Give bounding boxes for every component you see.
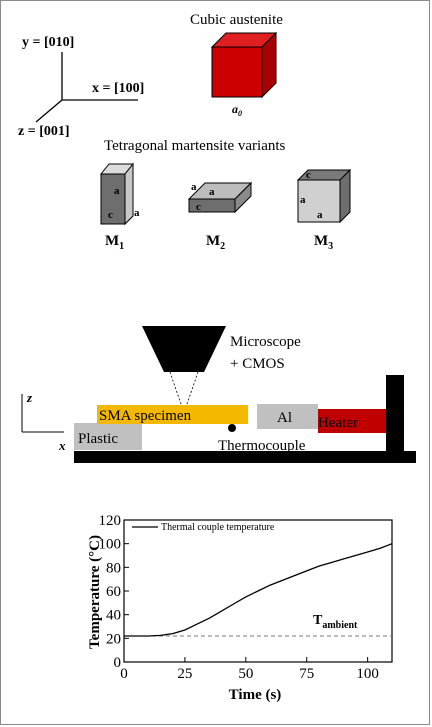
thermocouple-tip <box>228 424 236 432</box>
setup-axis-z: z <box>26 390 33 405</box>
x-tick-label: 25 <box>177 666 192 682</box>
chart-series <box>124 543 393 637</box>
temperature-chart: 0 25 50 75 100 0 20 40 60 80 100 120 Thermal couple… <box>99 513 393 682</box>
variant-label-m3: M3 <box>314 233 333 252</box>
chart-y-axis-title: Temperature (°C) <box>87 535 103 649</box>
m3-letter-a-bottom: a <box>317 209 323 221</box>
heater-block <box>318 409 386 433</box>
martensite-variant-2 <box>187 181 253 214</box>
chart-legend: Thermal couple temperature <box>132 522 275 533</box>
legend-label: Thermal couple temperature <box>161 522 275 533</box>
chart-x-axis-title: Time (s) <box>229 687 282 703</box>
al-block <box>257 404 318 429</box>
chart-ticks: 0 25 50 75 100 0 20 40 60 80 100 120 <box>99 513 379 682</box>
series-line <box>124 543 393 637</box>
axis-z-label: z = [001] <box>18 124 70 139</box>
setup-axes <box>21 394 64 433</box>
support-post <box>386 375 404 460</box>
heater-label: Heater <box>318 415 358 431</box>
austenite-title: Cubic austenite <box>190 12 283 28</box>
m1-letter-a-side: a <box>134 207 140 219</box>
microscope <box>142 326 226 411</box>
martensite-variant-3 <box>296 168 352 224</box>
specimen-label: SMA specimen <box>99 408 192 424</box>
m1-letter-c: c <box>108 209 113 221</box>
plastic-block <box>74 423 142 450</box>
variant-label-m2: M2 <box>206 233 225 252</box>
coordinate-axes <box>35 52 138 123</box>
y-tick-label: 80 <box>106 560 121 576</box>
thermocouple-label: Thermocouple <box>218 438 306 454</box>
x-tick-label: 0 <box>120 666 128 682</box>
m2-letter-a-top: a <box>209 186 215 198</box>
martensite-title: Tetragonal martensite variants <box>104 138 286 154</box>
axis-y-label: y = [010] <box>22 35 74 50</box>
plastic-label: Plastic <box>78 431 118 447</box>
y-tick-label: 100 <box>99 537 122 553</box>
base-plate <box>74 451 416 463</box>
cmos-label: + CMOS <box>230 356 285 372</box>
x-tick-label: 50 <box>238 666 253 682</box>
m3-letter-a: a <box>300 194 306 206</box>
y-tick-label: 60 <box>106 584 121 600</box>
setup-axis-x: x <box>58 438 66 453</box>
austenite-cube <box>210 31 278 99</box>
variant-label-m1: M1 <box>105 233 124 252</box>
y-tick-label: 120 <box>99 513 122 529</box>
x-tick-label: 100 <box>356 666 379 682</box>
axis-x-label: x = [100] <box>92 81 144 96</box>
m2-letter-c: c <box>196 201 201 213</box>
t-ambient-label: Tambient <box>313 613 358 631</box>
y-tick-label: 40 <box>106 608 121 624</box>
y-tick-label: 0 <box>114 655 122 671</box>
al-label: Al <box>277 410 292 426</box>
austenite-lattice-label: a0 <box>232 102 242 118</box>
y-tick-label: 20 <box>106 631 121 647</box>
m3-letter-c: c <box>306 169 311 181</box>
m1-letter-a: a <box>114 185 120 197</box>
x-tick-label: 75 <box>299 666 314 682</box>
m2-letter-a: a <box>191 181 197 193</box>
sma-specimen <box>97 405 248 424</box>
martensite-variant-1 <box>99 162 135 226</box>
microscope-label: Microscope <box>230 334 301 350</box>
